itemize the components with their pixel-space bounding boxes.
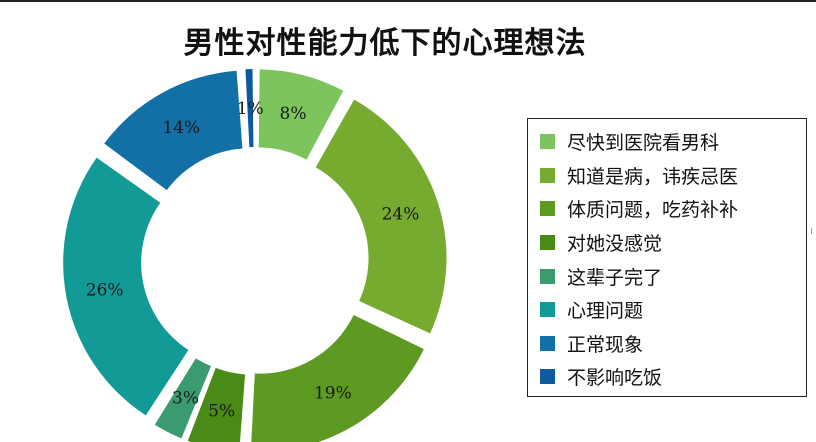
legend-swatch [540, 369, 555, 385]
donut-data-labels: 8% 24% 19% 5% 3% 26% 14% 1% [86, 99, 420, 421]
slice-data-label: 8% [280, 104, 307, 124]
legend-label: 心理问题 [567, 300, 644, 323]
slice-data-label: 14% [162, 118, 200, 138]
chart-legend: 尽快到医院看男科 知道是病，讳疾忌医 体质问题，吃药补补 对她没感觉这辈子完了心理问题… [527, 118, 807, 397]
legend-swatch [540, 335, 555, 351]
slice-data-label: 24% [382, 205, 420, 225]
legend-item: 体质问题，吃药补补 [540, 192, 806, 226]
donut-slice [187, 367, 246, 442]
donut-slices [63, 69, 447, 442]
donut-slice [258, 69, 344, 160]
slice-data-label: 1% [237, 99, 264, 119]
legend-swatch [540, 167, 555, 183]
slice-data-label: 19% [314, 384, 352, 404]
right-edge-mark [811, 228, 816, 234]
legend-item: 对她没感觉 [540, 226, 806, 260]
legend-swatch [540, 235, 555, 251]
chart-title: 男性对性能力低下的心理想法 [183, 26, 587, 61]
donut-chart: 8% 24% 19% 5% 3% 26% 14% 1% [63, 69, 447, 442]
donut-slice [315, 99, 447, 334]
donut-slice [251, 315, 424, 442]
legend-label: 不影响吃饭 [567, 367, 663, 390]
legend-item: 尽快到医院看男科 [540, 125, 806, 159]
slice-data-label: 5% [208, 401, 235, 421]
legend-item: 这辈子完了 [540, 259, 806, 293]
legend-label: 正常现象 [567, 333, 644, 356]
legend-label: 对她没感觉 [567, 233, 663, 256]
legend-swatch [540, 134, 555, 150]
legend-swatch [540, 268, 555, 284]
legend-label: 体质问题，吃药补补 [567, 199, 739, 222]
legend-item: 知道是病，讳疾忌医 [540, 159, 806, 193]
donut-slice [104, 70, 243, 191]
slice-data-label: 26% [86, 281, 124, 301]
donut-slice [245, 69, 254, 148]
slice-data-label: 3% [172, 388, 199, 408]
legend-swatch [540, 302, 555, 318]
donut-slice [154, 358, 212, 439]
top-border [0, 0, 816, 2]
legend-item: 不影响吃饭 [540, 360, 806, 394]
legend-item: 正常现象 [540, 327, 806, 361]
legend-label: 知道是病，讳疾忌医 [567, 165, 739, 188]
donut-slice [63, 157, 189, 416]
legend-swatch [540, 201, 555, 217]
legend-label: 尽快到医院看男科 [567, 132, 720, 155]
legend-item: 心理问题 [540, 293, 806, 327]
legend-label: 这辈子完了 [567, 266, 663, 289]
